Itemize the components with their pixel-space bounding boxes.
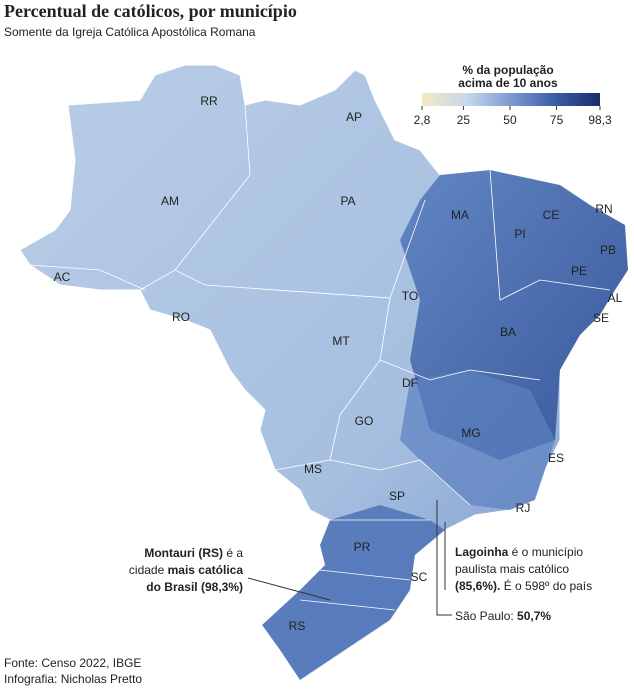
state-label: SC — [411, 570, 428, 584]
state-label: ES — [548, 451, 564, 465]
state-label: PB — [600, 243, 616, 257]
state-label: PA — [340, 194, 355, 208]
annotation-text: paulista mais católico — [455, 562, 569, 576]
state-label: CE — [543, 208, 560, 222]
state-label: MG — [461, 426, 480, 440]
state-label: RR — [200, 94, 218, 108]
annotation-text: É o 598º do país — [500, 578, 592, 593]
leader-lines — [247, 500, 452, 616]
state-label: AP — [346, 110, 362, 124]
legend: % da população acima de 10 anos 2,8 25 50 7… — [414, 63, 612, 127]
state-label: AM — [161, 194, 179, 208]
annotation-text: mais católica — [168, 563, 244, 577]
annotation-text: 50,7% — [517, 609, 551, 623]
state-label: RJ — [516, 501, 531, 515]
legend-tick-label: 2,8 — [414, 113, 431, 127]
state-labels: RR AP AM PA AC RO MA CE RN PI PB PE AL SE TO BA MT DF GO MG… — [54, 94, 623, 633]
minas-region — [400, 370, 555, 510]
state-label: DF — [402, 376, 418, 390]
map — [19, 64, 629, 681]
annotations: Montauri (RS) é a cidade mais católica do … — [129, 545, 592, 623]
state-label: RN — [595, 202, 612, 216]
legend-tick-label: 75 — [550, 113, 564, 127]
annotation-line: do Brasil (98,3%) — [146, 580, 243, 594]
annotation-text: São Paulo: — [455, 609, 517, 623]
state-label: MA — [451, 208, 469, 222]
state-label: RS — [289, 619, 306, 633]
state-label: PE — [571, 264, 587, 278]
state-label: RO — [172, 310, 190, 324]
annotation-line: Lagoinha é o município — [455, 545, 583, 559]
state-label: GO — [355, 414, 374, 428]
state-label: SP — [389, 489, 405, 503]
state-label: MT — [332, 334, 350, 348]
state-label: BA — [500, 325, 516, 339]
legend-tick-label: 25 — [457, 113, 471, 127]
state-label: TO — [402, 289, 418, 303]
title: Percentual de católicos, por município — [4, 1, 297, 21]
subtitle: Somente da Igreja Católica Apostólica Ro… — [4, 25, 256, 39]
legend-title: acima de 10 anos — [458, 76, 558, 90]
annotation-line: paulista mais católico — [455, 562, 569, 576]
state-label: SE — [593, 311, 609, 325]
state-label: AC — [54, 270, 71, 284]
footer-line: Infografia: Nicholas Pretto — [4, 672, 142, 686]
annotation-text: é a — [223, 546, 243, 560]
annotation-text: (85,6%). — [455, 579, 500, 593]
annotation-text: do Brasil (98,3%) — [146, 580, 243, 594]
state-label: AL — [608, 291, 623, 305]
legend-title: % da população — [462, 63, 553, 77]
state-label: PI — [514, 227, 525, 241]
annotation-text: Montauri (RS) — [144, 546, 223, 560]
state-label: MS — [304, 462, 322, 476]
annotation-text: cidade — [129, 563, 168, 577]
footer-line: Fonte: Censo 2022, IBGE — [4, 656, 141, 670]
annotation-text: é o município — [508, 545, 583, 559]
south-region — [262, 505, 445, 680]
annotation-line: Montauri (RS) é a — [144, 546, 243, 560]
annotation-text: Lagoinha — [455, 545, 509, 559]
legend-bar — [422, 93, 600, 106]
annotation-line: São Paulo: 50,7% — [455, 609, 551, 623]
legend-tick-label: 50 — [503, 113, 517, 127]
legend-tick-label: 98,3 — [588, 113, 612, 127]
annotation-line: (85,6%). É o 598º do país — [455, 578, 592, 593]
state-label: PR — [354, 540, 371, 554]
annotation-line: cidade mais católica — [129, 563, 243, 577]
state-borders — [29, 104, 611, 611]
